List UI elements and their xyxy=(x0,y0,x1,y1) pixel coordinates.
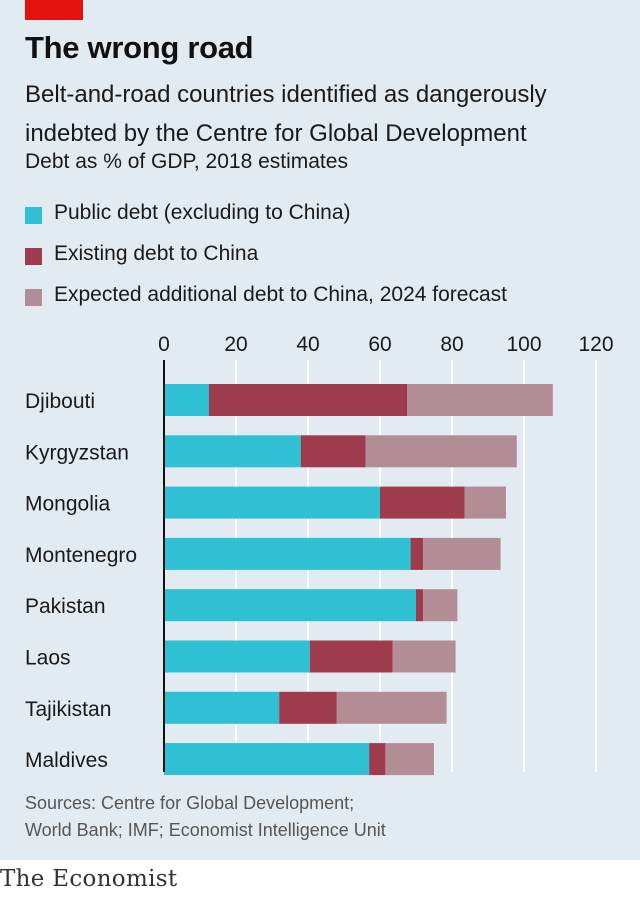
bar-tajikistan-series-2 xyxy=(336,691,447,724)
category-label-mongolia: Mongolia xyxy=(25,493,111,516)
source-line-2: World Bank; IMF; Economist Intelligence … xyxy=(25,820,386,840)
bar-maldives-series-1 xyxy=(369,743,386,776)
bar-kyrgyzstan-series-1 xyxy=(300,435,366,468)
bar-montenegro-series-1 xyxy=(410,537,424,570)
legend-label-existing-china-debt: Existing debt to China xyxy=(54,242,259,265)
category-label-tajikistan: Tajikistan xyxy=(25,698,111,721)
x-tick-label-100: 100 xyxy=(506,333,541,356)
category-label-kyrgyzstan: Kyrgyzstan xyxy=(25,441,129,464)
x-tick-label-40: 40 xyxy=(296,333,319,356)
x-tick-label-80: 80 xyxy=(440,333,463,356)
bar-djibouti-series-0 xyxy=(164,384,209,416)
x-tick-label-120: 120 xyxy=(578,333,613,356)
bar-mongolia-series-2 xyxy=(464,486,506,519)
bar-mongolia-series-1 xyxy=(380,486,465,519)
bar-montenegro-series-0 xyxy=(164,537,411,570)
bar-montenegro-series-2 xyxy=(423,537,501,570)
bar-kyrgyzstan-series-0 xyxy=(164,435,301,468)
x-tick-label-60: 60 xyxy=(368,333,391,356)
unit-note: Debt as % of GDP, 2018 estimates xyxy=(25,150,348,173)
bar-tajikistan-series-1 xyxy=(279,691,337,724)
bar-chart: 0 20 40 60 80 100 120 Djibouti Kyrgyzstan Mongoli… xyxy=(25,333,614,776)
bar-laos-series-1 xyxy=(309,640,393,673)
legend-label-public-debt: Public debt (excluding to China) xyxy=(54,201,351,224)
bar-laos-series-2 xyxy=(392,640,456,673)
bar-tajikistan-series-0 xyxy=(164,691,280,724)
x-tick-label-0: 0 xyxy=(158,333,170,356)
bar-maldives-series-2 xyxy=(385,743,434,776)
legend-swatch-public-debt xyxy=(25,207,42,224)
legend-swatch-existing-china-debt xyxy=(25,248,42,265)
category-label-montenegro: Montenegro xyxy=(25,544,137,567)
category-label-maldives: Maldives xyxy=(25,749,108,772)
source-line-1: Sources: Centre for Global Development; xyxy=(25,793,355,813)
bar-djibouti-series-1 xyxy=(209,384,407,416)
bar-pakistan-series-1 xyxy=(416,589,424,622)
category-label-djibouti: Djibouti xyxy=(25,390,95,413)
legend-swatch-expected-china-debt xyxy=(25,289,42,306)
legend-label-expected-china-debt: Expected additional debt to China, 2024 … xyxy=(54,283,507,306)
category-label-laos: Laos xyxy=(25,647,71,670)
bar-laos-series-0 xyxy=(164,640,310,673)
category-label-pakistan: Pakistan xyxy=(25,595,106,618)
bar-djibouti-series-2 xyxy=(407,384,553,416)
bar-mongolia-series-0 xyxy=(164,486,380,519)
source-note: Sources: Centre for Global Development; … xyxy=(25,790,386,844)
chart-title: The wrong road xyxy=(25,30,254,65)
chart-subtitle: Belt-and-road countries identified as da… xyxy=(25,81,547,147)
economist-logo: The Economist xyxy=(0,866,178,892)
bar-pakistan-series-0 xyxy=(164,589,416,622)
bar-kyrgyzstan-series-2 xyxy=(365,435,517,468)
brand-red-tag xyxy=(25,0,83,20)
bar-maldives-series-0 xyxy=(164,743,370,776)
x-tick-label-20: 20 xyxy=(224,333,247,356)
bar-pakistan-series-2 xyxy=(423,589,458,622)
